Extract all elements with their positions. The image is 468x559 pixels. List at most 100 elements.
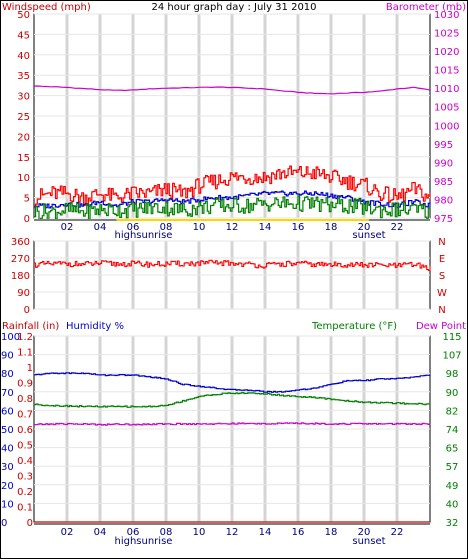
compass-tick-label: E	[439, 254, 445, 265]
humidity-tick-label: 10	[1, 499, 14, 510]
dewpoint-axis-label: Dew Point	[416, 321, 466, 332]
barometer-tick-label: 990	[434, 158, 453, 169]
hour-tick-label: 14	[259, 222, 272, 233]
series-wind-speed	[34, 195, 431, 221]
hour-tick-label: 08	[160, 222, 173, 233]
temperature-tick-label: 115	[442, 332, 461, 343]
series-humidity	[34, 372, 431, 393]
hour-tick-label: 22	[391, 222, 404, 233]
humidity-tick-label: 80	[1, 369, 14, 380]
series-temperature	[34, 391, 431, 408]
barometer-tick-label: 1005	[434, 103, 459, 114]
rainfall-tick-label: 0.6	[17, 425, 33, 436]
series-dew-point	[34, 422, 431, 426]
compass-tick-label: W	[437, 288, 447, 299]
hour-tick-label: 18	[325, 527, 338, 538]
hour-tick-label: 04	[94, 222, 107, 233]
hour-tick-label: 16	[292, 527, 305, 538]
hour-tick-label: 02	[61, 527, 74, 538]
sunset-label: sunset	[352, 230, 385, 241]
humidity-axis-label: Humidity %	[66, 321, 124, 332]
rainfall-tick-label: 0.3	[17, 472, 33, 483]
rainfall-tick-label: 0.9	[17, 379, 33, 390]
direction-tick-label: 0	[24, 305, 30, 316]
barometer-tick-label: 975	[434, 214, 453, 225]
direction-tick-label: 90	[17, 288, 30, 299]
hour-tick-label: 10	[193, 527, 206, 538]
hour-tick-label: 08	[160, 527, 173, 538]
windspeed-tick-label: 15	[17, 153, 30, 164]
series-barometer	[33, 85, 431, 95]
wind-daylight-bar	[116, 219, 369, 221]
rainfall-tick-label: 0	[27, 518, 33, 529]
hour-tick-label: 06	[127, 527, 140, 538]
rainfall-tick-label: 0.2	[17, 487, 33, 498]
barometer-tick-label: 1020	[434, 47, 459, 58]
humidity-tick-label: 40	[1, 444, 14, 455]
windspeed-tick-label: 5	[24, 194, 30, 205]
windspeed-tick-label: 50	[17, 10, 30, 21]
humidity-tick-label: 50	[1, 425, 14, 436]
temperature-tick-label: 107	[442, 351, 461, 362]
temperature-tick-label: 40	[446, 499, 459, 510]
direction-tick-label: 180	[11, 271, 30, 282]
hour-tick-label: 12	[226, 222, 239, 233]
hour-tick-label: 16	[292, 222, 305, 233]
series-wind-gust	[34, 165, 431, 207]
rainfall-tick-label: 0.5	[17, 441, 33, 452]
series-wind-average	[34, 190, 431, 209]
humidity-tick-label: 30	[1, 462, 14, 473]
barometer-tick-label: 1025	[434, 29, 459, 40]
humidity-tick-label: 60	[1, 406, 14, 417]
direction-tick-label: 360	[11, 237, 30, 248]
windspeed-tick-label: 10	[17, 173, 30, 184]
hour-tick-label: 22	[391, 527, 404, 538]
humidity-tick-label: 90	[1, 351, 14, 362]
windspeed-tick-label: 45	[17, 30, 30, 41]
temperature-tick-label: 90	[446, 388, 459, 399]
hour-tick-label: 14	[259, 527, 272, 538]
chart-title: 24 hour graph day : July 31 2010	[151, 2, 316, 13]
series-wind-direction	[34, 259, 431, 271]
hour-tick-label: 02	[61, 222, 74, 233]
barometer-axis-label: Barometer (mb)	[386, 2, 466, 13]
compass-tick-label: N	[438, 237, 445, 248]
rainfall-tick-label: 1	[27, 363, 33, 374]
hour-tick-label: 06	[127, 222, 140, 233]
windspeed-tick-label: 25	[17, 112, 30, 123]
humidity-tick-label: 20	[1, 481, 14, 492]
rainfall-tick-label: 0.8	[17, 394, 33, 405]
barometer-tick-label: 1010	[434, 84, 459, 95]
temperature-tick-label: 57	[446, 462, 459, 473]
sunrise-label: sunrise	[136, 230, 172, 241]
temperature-tick-label: 49	[446, 481, 459, 492]
temperature-tick-label: 82	[446, 406, 459, 417]
humidity-tick-label: 100	[1, 332, 20, 343]
hour-tick-label: 20	[358, 527, 371, 538]
hour-tick-label: 12	[226, 527, 239, 538]
windspeed-tick-label: 35	[17, 71, 30, 82]
barometer-tick-label: 1030	[434, 10, 459, 21]
humidity-tick-label: 70	[1, 388, 14, 399]
rainfall-tick-label: 0.7	[17, 410, 33, 421]
temperature-tick-label: 65	[446, 444, 459, 455]
direction-tick-label: 270	[11, 254, 30, 265]
temperature-tick-label: 74	[446, 425, 459, 436]
barometer-tick-label: 1000	[434, 121, 459, 132]
barometer-tick-label: 985	[434, 177, 453, 188]
hour-tick-label: 10	[193, 222, 206, 233]
humidity-tick-label: 0	[1, 518, 7, 529]
rainfall-tick-label: 0.4	[17, 456, 33, 467]
temperature-night-bar	[34, 523, 430, 525]
windspeed-tick-label: 40	[17, 51, 30, 62]
compass-tick-label: S	[439, 271, 445, 282]
temperature-tick-label: 32	[446, 518, 459, 529]
sunrise-label: sunrise	[136, 536, 172, 547]
hour-tick-label: 20	[358, 222, 371, 233]
windspeed-axis-label: Windspeed (mph)	[2, 2, 91, 13]
hour-tick-label: 18	[325, 222, 338, 233]
barometer-tick-label: 995	[434, 140, 453, 151]
high-label: high	[114, 230, 136, 241]
windspeed-tick-label: 30	[17, 92, 30, 103]
